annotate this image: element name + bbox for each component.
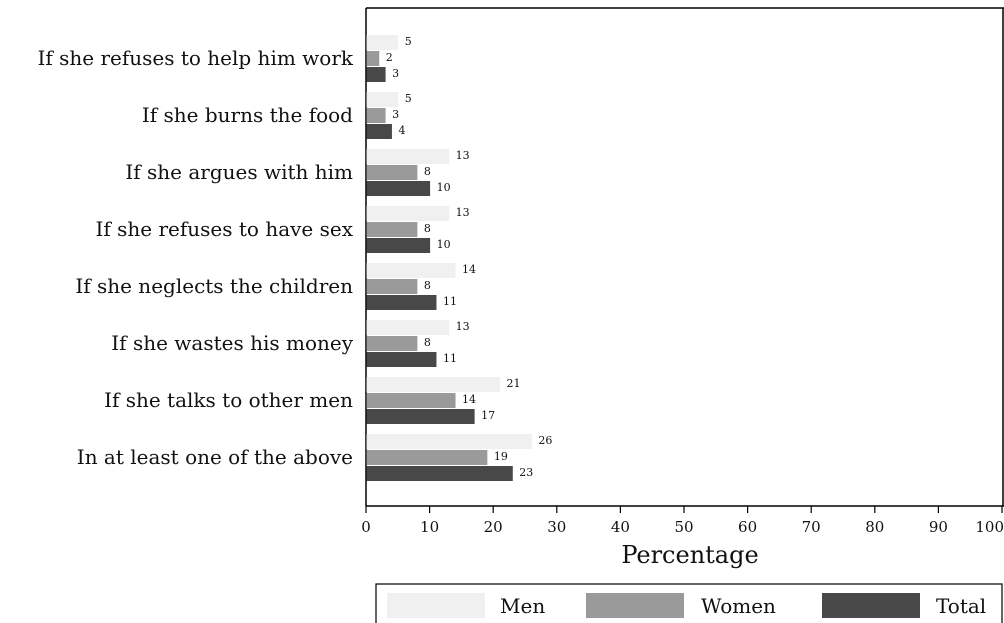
legend-label-men: Men: [500, 594, 545, 618]
x-axis-title: Percentage: [621, 541, 758, 569]
bar-women: [366, 336, 418, 351]
bar-value-label: 5: [405, 92, 412, 105]
bar-value-label: 19: [494, 450, 508, 463]
bar-men: [366, 320, 450, 335]
category-labels: If she refuses to help him work If she bu…: [37, 46, 353, 469]
plot-frame: [365, 7, 1004, 506]
category-label: If she wastes his money: [111, 331, 353, 355]
bar-value-label: 13: [456, 206, 470, 219]
bar-men: [366, 92, 399, 107]
bar-value-label: 8: [424, 336, 431, 349]
bar-total: [366, 238, 431, 253]
bar-value-label: 11: [443, 352, 457, 365]
bar-value-label: 26: [538, 434, 552, 447]
bar-value-label: 3: [392, 67, 399, 80]
x-axis: 0 10 20 30 40 50 60 70 80 90 100: [361, 505, 1004, 536]
legend-label-women: Women: [701, 594, 776, 618]
x-tick-label: 0: [361, 518, 371, 536]
bar-women: [366, 279, 418, 294]
bar-women: [366, 51, 380, 66]
x-tick-label: 10: [420, 518, 439, 536]
bar-value-label: 17: [481, 409, 495, 422]
bar-total: [366, 181, 431, 196]
legend-swatch-men: [387, 593, 485, 618]
bar-value-label: 5: [405, 35, 412, 48]
bar-total: [366, 67, 386, 82]
x-tick-label: 100: [975, 518, 1004, 536]
bar-value-label: 8: [424, 279, 431, 292]
bar-total: [366, 466, 513, 481]
legend-swatch-total: [822, 593, 920, 618]
bar-value-label: 10: [437, 238, 451, 251]
bar-total: [366, 352, 437, 367]
bar-value-label: 4: [398, 124, 405, 137]
bar-men: [366, 35, 399, 50]
bar-value-label: 2: [386, 51, 393, 64]
bar-value-label: 23: [519, 466, 533, 479]
bar-value-label: 8: [424, 165, 431, 178]
bar-men: [366, 263, 456, 278]
bar-men: [366, 377, 501, 392]
bar-value-label: 10: [437, 181, 451, 194]
bar-value-label: 21: [507, 377, 521, 390]
x-tick-label: 60: [738, 518, 757, 536]
bar-men: [366, 434, 532, 449]
bar-total: [366, 295, 437, 310]
category-label: If she talks to other men: [104, 388, 353, 412]
legend-swatch-women: [586, 593, 684, 618]
category-label: If she neglects the children: [75, 274, 353, 298]
x-tick-label: 80: [865, 518, 884, 536]
bar-value-label: 3: [392, 108, 399, 121]
bar-value-label: 11: [443, 295, 457, 308]
bar-women: [366, 165, 418, 180]
legend-label-total: Total: [936, 594, 986, 618]
x-tick-label: 40: [611, 518, 630, 536]
x-tick-label: 70: [802, 518, 821, 536]
x-tick-label: 50: [674, 518, 693, 536]
bar-men: [366, 149, 450, 164]
bar-value-label: 8: [424, 222, 431, 235]
bar-value-label: 13: [456, 320, 470, 333]
bar-total: [366, 124, 392, 139]
category-label: If she burns the food: [142, 103, 353, 127]
bar-value-label: 14: [462, 393, 476, 406]
category-label: If she argues with him: [125, 160, 353, 184]
bar-value-label: 14: [462, 263, 476, 276]
bar-women: [366, 450, 488, 465]
x-tick-label: 30: [547, 518, 566, 536]
bar-women: [366, 393, 456, 408]
bar-men: [366, 206, 450, 221]
category-label: In at least one of the above: [77, 445, 353, 469]
legend: Men Women Total: [375, 583, 1003, 623]
bar-value-label: 13: [456, 149, 470, 162]
bar-total: [366, 409, 475, 424]
category-label: If she refuses to have sex: [95, 217, 353, 241]
x-tick-label: 20: [484, 518, 503, 536]
bar-women: [366, 108, 386, 123]
x-tick-label: 90: [929, 518, 948, 536]
category-label: If she refuses to help him work: [37, 46, 353, 70]
bar-women: [366, 222, 418, 237]
